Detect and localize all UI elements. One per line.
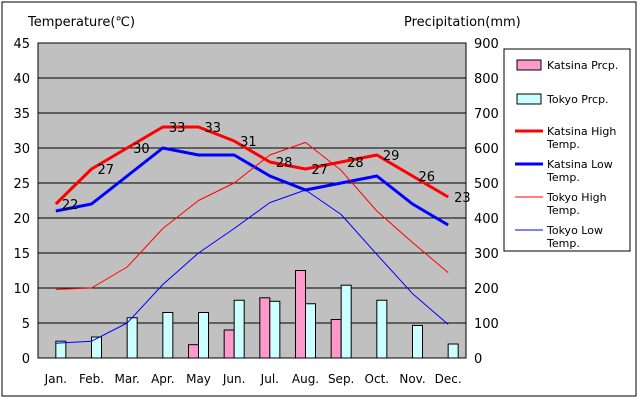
bar-tokyo-prcp-8 xyxy=(340,284,352,359)
x-tick-label-11: Dec. xyxy=(435,372,462,386)
left-tick-label-35: 35 xyxy=(13,107,30,122)
bar-tokyo-prcp-4 xyxy=(198,312,209,359)
bar-katsina-prcp-6 xyxy=(259,297,271,359)
x-tick-label-8: Sep. xyxy=(328,372,354,386)
x-tick-label-4: May xyxy=(186,372,211,386)
left-tick-label-15: 15 xyxy=(13,247,30,262)
bar-tokyo-prcp-7 xyxy=(305,303,316,359)
right-tick-label-300: 300 xyxy=(474,247,499,262)
data-labels: 22 27 30 33 33 31 28 27 28 29 26 23 xyxy=(62,121,471,213)
line-tokyo-high-temp xyxy=(55,141,449,290)
data-label-5: 31 xyxy=(240,135,257,150)
line-katsina-low-temp xyxy=(55,146,449,227)
precipitation-bars xyxy=(55,270,459,359)
right-tick-label-100: 100 xyxy=(474,317,499,332)
line-tokyo-low-temp xyxy=(55,189,449,344)
left-tick-label-25: 25 xyxy=(13,177,30,192)
data-label-6: 28 xyxy=(276,156,293,171)
left-tick-label-0: 0 xyxy=(22,352,30,367)
data-label-10: 26 xyxy=(419,170,436,185)
data-label-1: 27 xyxy=(98,163,115,178)
x-tick-label-9: Oct. xyxy=(365,372,390,386)
right-axis-title: Precipitation(mm) xyxy=(404,15,521,30)
data-label-9: 29 xyxy=(383,149,400,164)
left-tick-label-40: 40 xyxy=(13,72,30,87)
grid-lines xyxy=(38,77,466,324)
data-label-11: 23 xyxy=(454,191,471,206)
legend-box xyxy=(503,48,631,252)
x-tick-label-10: Nov. xyxy=(399,372,425,386)
right-tick-label-200: 200 xyxy=(474,282,499,297)
x-tick-label-6: Jul. xyxy=(260,372,279,386)
data-label-8: 28 xyxy=(347,156,364,171)
legend-swatch-tokyo-prcp xyxy=(516,93,542,105)
left-tick-label-10: 10 xyxy=(13,282,30,297)
legend-swatch-katsina-prcp xyxy=(516,59,542,71)
axes: Temperature(℃) Precipitation(mm) 0 5 10 15 2… xyxy=(13,15,520,386)
data-label-2: 30 xyxy=(133,142,150,157)
plot-area xyxy=(37,42,467,359)
data-label-0: 22 xyxy=(62,198,79,213)
legend: Katsina Prcp. Tokyo Prcp. Katsina High Temp… xyxy=(503,48,631,252)
line-katsina-high-temp xyxy=(54,125,449,206)
x-tick-label-7: Aug. xyxy=(292,372,319,386)
bar-tokyo-prcp-1 xyxy=(91,336,102,359)
bar-tokyo-prcp-10 xyxy=(412,324,423,359)
legend-label-katsina-high-temp: Katsina High Temp. xyxy=(546,125,616,151)
bar-katsina-prcp-8 xyxy=(330,319,342,359)
legend-label-tokyo-high-temp: Tokyo High Temp. xyxy=(546,191,607,217)
left-tick-label-30: 30 xyxy=(13,142,30,157)
right-tick-label-0: 0 xyxy=(474,352,482,367)
bar-tokyo-prcp-5 xyxy=(233,299,245,359)
data-label-4: 33 xyxy=(205,121,222,136)
right-tick-label-800: 800 xyxy=(474,72,499,87)
left-axis-title: Temperature(℃) xyxy=(27,15,135,30)
right-tick-label-700: 700 xyxy=(474,107,499,122)
right-tick-label-600: 600 xyxy=(474,142,499,157)
legend-label-katsina-low-temp: Katsina Low Temp. xyxy=(546,158,613,184)
bar-tokyo-prcp-0 xyxy=(55,340,67,359)
legend-label-tokyo-low-temp: Tokyo Low Temp. xyxy=(546,224,603,250)
right-tick-label-900: 900 xyxy=(474,37,499,52)
bar-tokyo-prcp-11 xyxy=(447,343,459,359)
temperature-lines xyxy=(54,125,449,344)
x-tick-label-0: Jan. xyxy=(44,372,67,386)
bar-katsina-prcp-5 xyxy=(223,329,235,359)
legend-label-tokyo-prcp: Tokyo Prcp. xyxy=(546,93,609,106)
x-tick-label-2: Mar. xyxy=(114,372,139,386)
data-label-7: 27 xyxy=(312,163,329,178)
bar-tokyo-prcp-6 xyxy=(269,300,281,359)
x-tick-label-5: Jun. xyxy=(222,372,246,386)
data-label-3: 33 xyxy=(169,121,186,136)
right-tick-label-400: 400 xyxy=(474,212,499,227)
left-tick-label-5: 5 xyxy=(22,317,30,332)
bar-katsina-prcp-7 xyxy=(295,270,306,359)
bar-tokyo-prcp-2 xyxy=(126,317,138,359)
bar-tokyo-prcp-3 xyxy=(162,312,174,359)
left-tick-label-20: 20 xyxy=(13,212,30,227)
left-tick-label-45: 45 xyxy=(13,37,30,52)
legend-label-katsina-prcp: Katsina Prcp. xyxy=(547,59,618,72)
bar-katsina-prcp-4 xyxy=(188,344,199,359)
right-tick-label-500: 500 xyxy=(474,177,499,192)
bar-tokyo-prcp-9 xyxy=(376,299,388,359)
x-tick-label-1: Feb. xyxy=(79,372,104,386)
x-tick-label-3: Apr. xyxy=(151,372,174,386)
